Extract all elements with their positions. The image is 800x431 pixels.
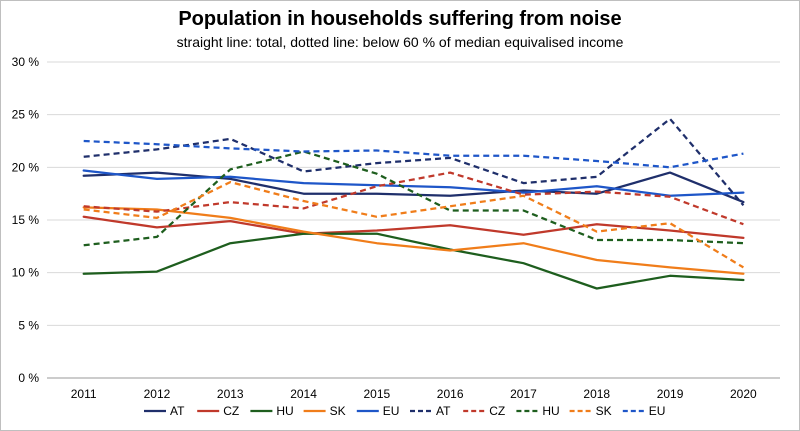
series-line-sk-total [82,206,745,275]
legend-label: HU [542,404,559,418]
series-line-eu-total [82,169,745,197]
y-tick-label: 25 % [12,108,40,122]
series-line-sk-low-income [83,180,744,269]
y-tick-label: 5 % [18,318,39,332]
gridlines [47,61,780,379]
x-axis: 2011 2012 2013 2014 2015 2016 2017 2018 2019 2020 [71,387,757,401]
legend-label: AT [436,404,451,418]
x-tick-label: 2012 [144,387,171,401]
legend-label: AT [170,404,185,418]
x-tick-label: 2014 [290,387,317,401]
x-tick-label: 2016 [437,387,464,401]
y-axis: 0 % 5 % 10 % 15 % 20 % 25 % 30 % [12,55,40,385]
x-tick-label: 2019 [657,387,684,401]
legend-label: SK [596,404,612,418]
legend-label: EU [649,404,666,418]
series-line-hu-total [82,232,745,290]
legend-label: CZ [489,404,505,418]
x-tick-label: 2018 [583,387,610,401]
series-lines [82,117,745,290]
legend-label: SK [330,404,346,418]
x-tick-label: 2017 [510,387,537,401]
x-tick-label: 2020 [730,387,757,401]
legend-label: HU [276,404,293,418]
series-line-at-total [82,171,745,204]
series-line-hu-low-income [83,150,744,247]
chart-subtitle: straight line: total, dotted line: below… [176,34,624,50]
legend-label: CZ [223,404,239,418]
chart-title: Population in households suffering from … [178,8,622,30]
x-tick-label: 2011 [71,387,97,401]
y-tick-label: 15 % [12,213,40,227]
y-tick-label: 20 % [12,160,40,174]
y-tick-label: 10 % [12,266,40,280]
series-line-cz-low-income [83,171,744,226]
series-line-at-low-income [83,117,745,207]
x-tick-label: 2013 [217,387,244,401]
legend: AT CZ HU SK EU AT CZ HU SK EU [144,404,665,418]
y-tick-label: 0 % [18,371,39,385]
series-line-eu-low-income [83,139,744,169]
y-tick-label: 30 % [12,55,40,69]
legend-label: EU [383,404,400,418]
x-tick-label: 2015 [363,387,390,401]
